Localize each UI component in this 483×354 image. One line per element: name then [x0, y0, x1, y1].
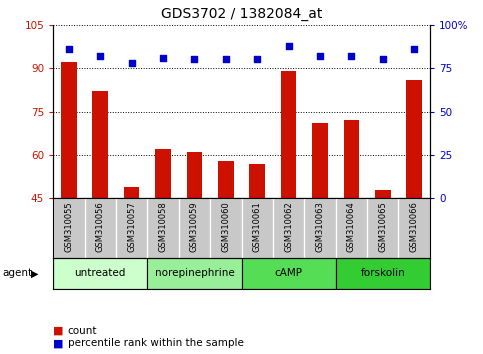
- Bar: [53, 258, 147, 289]
- Title: GDS3702 / 1382084_at: GDS3702 / 1382084_at: [161, 7, 322, 21]
- Text: norepinephrine: norepinephrine: [155, 268, 234, 279]
- Text: GSM310058: GSM310058: [158, 201, 168, 252]
- Bar: [147, 258, 242, 289]
- Bar: [406, 80, 422, 198]
- Text: percentile rank within the sample: percentile rank within the sample: [68, 338, 243, 348]
- Text: GSM310057: GSM310057: [127, 201, 136, 252]
- Bar: [218, 161, 234, 198]
- Bar: [92, 91, 108, 198]
- Text: forskolin: forskolin: [360, 268, 405, 279]
- Point: [379, 57, 387, 62]
- Point: [285, 43, 293, 48]
- Text: GSM310065: GSM310065: [378, 201, 387, 252]
- Text: GSM310061: GSM310061: [253, 201, 262, 252]
- Text: count: count: [68, 326, 97, 336]
- Text: GSM310055: GSM310055: [64, 201, 73, 252]
- Bar: [281, 71, 297, 198]
- Point: [253, 57, 261, 62]
- Bar: [336, 258, 430, 289]
- Point: [222, 57, 230, 62]
- Point: [348, 53, 355, 59]
- Point: [159, 55, 167, 61]
- Point: [65, 46, 73, 52]
- Text: ■: ■: [53, 326, 64, 336]
- Bar: [312, 123, 328, 198]
- Text: GSM310060: GSM310060: [221, 201, 230, 252]
- Point: [128, 60, 135, 66]
- Text: GSM310059: GSM310059: [190, 201, 199, 252]
- Bar: [124, 187, 140, 198]
- Text: GSM310062: GSM310062: [284, 201, 293, 252]
- Text: ▶: ▶: [31, 268, 39, 279]
- Bar: [375, 190, 391, 198]
- Bar: [155, 149, 171, 198]
- Bar: [186, 152, 202, 198]
- Point: [191, 57, 199, 62]
- Text: GSM310056: GSM310056: [96, 201, 105, 252]
- Text: GSM310064: GSM310064: [347, 201, 356, 252]
- Point: [97, 53, 104, 59]
- Text: cAMP: cAMP: [275, 268, 302, 279]
- Text: untreated: untreated: [74, 268, 126, 279]
- Text: agent: agent: [2, 268, 32, 279]
- Bar: [343, 120, 359, 198]
- Text: GSM310063: GSM310063: [315, 201, 325, 252]
- Point: [316, 53, 324, 59]
- Bar: [249, 164, 265, 198]
- Bar: [242, 258, 336, 289]
- Text: ■: ■: [53, 338, 64, 348]
- Bar: [61, 62, 77, 198]
- Text: GSM310066: GSM310066: [410, 201, 419, 252]
- Point: [411, 46, 418, 52]
